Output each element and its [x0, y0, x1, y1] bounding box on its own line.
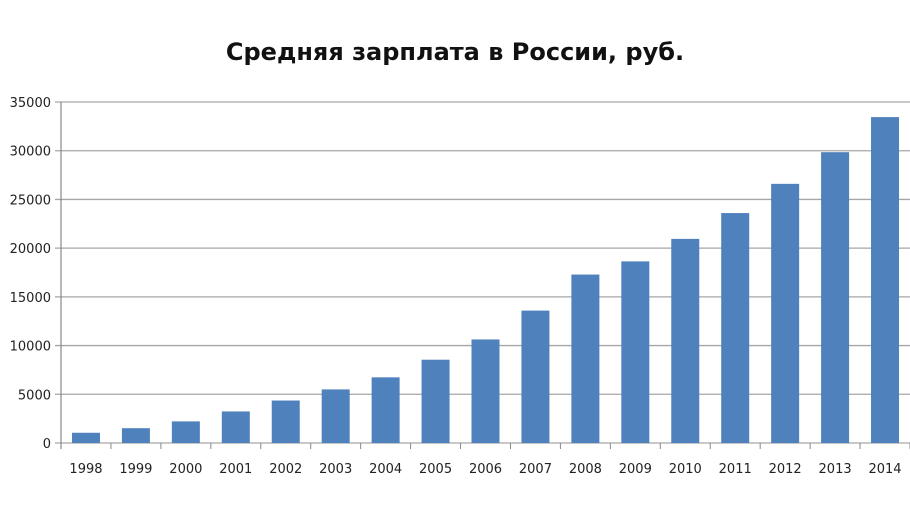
- y-tick-label: 10000: [10, 340, 51, 355]
- x-tick-label: 2011: [719, 462, 752, 477]
- bar-2010: [671, 238, 700, 443]
- x-tick-label: 2010: [669, 462, 702, 477]
- x-tick-label: 2004: [369, 462, 402, 477]
- bar-2009: [621, 261, 650, 443]
- bar-2012: [771, 183, 800, 443]
- x-tick-label: 1998: [69, 462, 102, 477]
- bar-1998: [71, 432, 100, 443]
- y-tick-label: 20000: [10, 242, 51, 257]
- y-tick-label: 25000: [10, 193, 51, 208]
- bar-2006: [471, 339, 500, 443]
- bar-2013: [821, 152, 850, 443]
- bar-2008: [571, 274, 600, 443]
- y-tick-label: 5000: [18, 388, 51, 403]
- x-tick-label: 2007: [519, 462, 552, 477]
- x-tick-label: 2012: [769, 462, 802, 477]
- bar-2001: [221, 411, 250, 443]
- chart-title: Средняя зарплата в России, руб.: [225, 38, 685, 66]
- x-tick-label: 2006: [469, 462, 502, 477]
- bar-1999: [121, 428, 150, 443]
- x-tick-label: 2005: [419, 462, 452, 477]
- x-tick-label: 2009: [619, 462, 652, 477]
- x-tick-label: 2014: [868, 462, 901, 477]
- y-tick-label: 15000: [10, 291, 51, 306]
- y-tick-label: 35000: [10, 96, 51, 111]
- x-tick-label: 2000: [169, 462, 202, 477]
- x-tick-label: 2008: [569, 462, 602, 477]
- bar-2002: [271, 400, 300, 443]
- bar-2007: [521, 310, 550, 443]
- x-tick-label: 2001: [219, 462, 252, 477]
- x-tick-label: 1999: [119, 462, 152, 477]
- bar-2014: [871, 117, 900, 443]
- y-tick-label: 0: [43, 437, 51, 452]
- bar-2000: [171, 421, 200, 443]
- x-tick-label: 2013: [819, 462, 852, 477]
- x-tick-label: 2002: [269, 462, 302, 477]
- y-tick-label: 30000: [10, 145, 51, 160]
- x-tick-label: 2003: [319, 462, 352, 477]
- bar-2004: [371, 377, 400, 443]
- bar-2005: [421, 359, 450, 443]
- bar-2011: [721, 213, 750, 443]
- bar-2003: [321, 389, 350, 443]
